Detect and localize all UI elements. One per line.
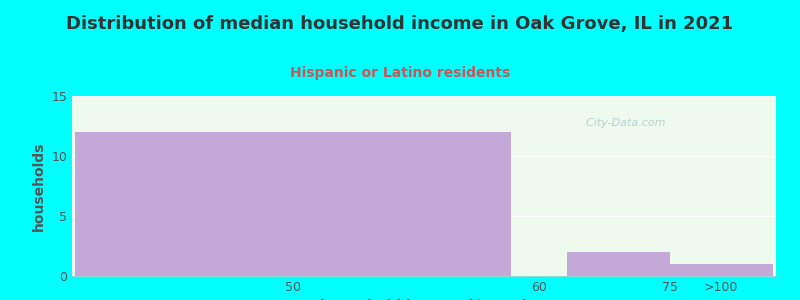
Y-axis label: households: households [32, 141, 46, 231]
Bar [566, 252, 670, 276]
Text: City-Data.com: City-Data.com [579, 118, 666, 128]
Bar [75, 132, 511, 276]
X-axis label: household income ($1000): household income ($1000) [320, 299, 528, 300]
Text: Distribution of median household income in Oak Grove, IL in 2021: Distribution of median household income … [66, 15, 734, 33]
Bar [670, 264, 773, 276]
Text: Hispanic or Latino residents: Hispanic or Latino residents [290, 66, 510, 80]
